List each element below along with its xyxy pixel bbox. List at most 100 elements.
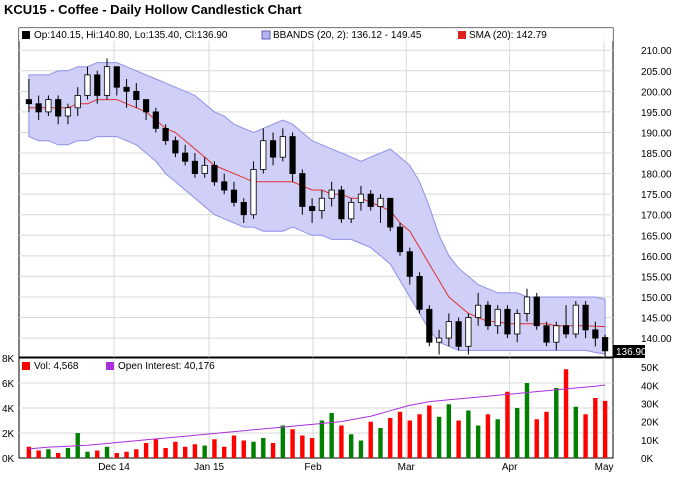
candle-down	[211, 164, 218, 183]
price-tick-label: 165.00	[641, 231, 672, 242]
volume-bar	[46, 449, 51, 458]
volume-gridlines	[19, 358, 613, 458]
volume-top-label: 8K	[2, 354, 15, 365]
candle-up	[84, 74, 91, 96]
volume-bar	[280, 425, 286, 458]
candle-down	[152, 111, 159, 129]
volume-legend: Vol: 4,568 Open Interest: 40,176	[22, 361, 215, 372]
ohlc-legend-text: Op:140.15, Hi:140.80, Lo:135.40, Cl:136.…	[34, 30, 228, 41]
candle-down	[55, 99, 62, 117]
candle-up	[435, 337, 443, 343]
candle-down	[25, 99, 32, 105]
volume-bar	[348, 434, 354, 458]
candle-down	[269, 140, 277, 158]
volume-tick-label: 6K	[2, 379, 15, 390]
price-tick-label: 185.00	[641, 149, 672, 160]
candle-up	[74, 95, 81, 109]
price-tick-label: 175.00	[641, 190, 672, 201]
volume-bar	[456, 420, 461, 458]
volume-bar	[397, 411, 403, 458]
candle-down	[426, 308, 433, 343]
open-interest-tick-label: 0K	[641, 454, 654, 465]
candle-down	[142, 99, 150, 113]
price-tick-label: 170.00	[641, 211, 672, 222]
volume-bar	[134, 449, 139, 458]
volume-bar	[104, 446, 110, 458]
candle-up	[475, 304, 482, 318]
price-tick-label: 180.00	[641, 170, 672, 181]
volume-bar	[241, 440, 246, 458]
candle-up	[45, 99, 52, 113]
price-axis-ticks: 140.00 145.00 150.00 155.00 160.00 165.00 170.…	[641, 46, 672, 345]
price-tick-label: 195.00	[641, 108, 672, 119]
volume-bar	[524, 383, 530, 458]
volume-bar	[339, 425, 344, 458]
candle-down	[191, 160, 199, 174]
volume-bar	[309, 438, 315, 458]
last-price-tag: 136.90	[613, 345, 647, 358]
candle-down	[416, 275, 423, 310]
candle-up	[103, 66, 111, 96]
candle-down	[387, 197, 394, 228]
volume-bar	[515, 408, 520, 458]
candle-up	[377, 197, 384, 207]
volume-bar	[182, 446, 188, 458]
price-tick-label: 155.00	[641, 272, 672, 283]
volume-bar	[300, 435, 305, 458]
volume-bar	[358, 440, 364, 458]
candle-down	[182, 152, 189, 162]
candle-down	[396, 226, 404, 253]
volume-bar	[573, 406, 579, 458]
candle-up	[357, 193, 365, 203]
volume-bar	[222, 446, 227, 458]
candle-up	[445, 321, 452, 339]
date-tick-label: Jan 15	[194, 462, 224, 473]
volume-bar	[26, 446, 32, 458]
volume-bars	[26, 369, 608, 458]
sma-legend-text: SMA (20): 142.79	[469, 30, 547, 41]
candle-up	[465, 317, 472, 347]
volume-bar	[95, 450, 100, 458]
price-tick-label: 145.00	[641, 314, 672, 325]
bbands-legend-text: BBANDS (20, 2): 136.12 - 149.45	[273, 30, 422, 41]
volume-bar	[485, 414, 491, 458]
volume-bar	[85, 451, 90, 458]
volume-bar	[417, 414, 422, 458]
open-interest-axis-ticks: 0K 10K 20K 30K 40K 50K	[641, 363, 659, 465]
oi-legend-text: Open Interest: 40,176	[118, 361, 215, 372]
volume-bar	[388, 418, 393, 458]
vol-legend-text: Vol: 4,568	[34, 361, 79, 372]
candle-up	[572, 304, 579, 335]
volume-bar	[261, 438, 266, 458]
volume-tick-label: 4K	[2, 404, 15, 415]
candle-down	[240, 201, 247, 216]
volume-bar	[602, 400, 608, 458]
candle-down	[309, 206, 316, 212]
candle-down	[123, 86, 130, 92]
candle-down	[543, 325, 550, 343]
volume-bar	[378, 428, 383, 458]
candle-down	[406, 251, 413, 277]
candle-down	[562, 325, 570, 335]
candle-down	[35, 103, 42, 113]
candle-up	[279, 136, 286, 158]
volume-bar	[270, 443, 276, 458]
candle-up	[318, 197, 325, 212]
volume-bar	[329, 413, 334, 458]
price-tick-label: 190.00	[641, 128, 672, 139]
volume-bar	[124, 451, 129, 458]
open-interest-tick-label: 40K	[641, 381, 659, 392]
volume-bar	[407, 420, 412, 458]
volume-axis-ticks: 0K 2K 4K 6K	[2, 379, 15, 465]
price-tick-label: 150.00	[641, 293, 672, 304]
volume-bar	[114, 453, 119, 458]
candle-down	[455, 321, 462, 347]
volume-bar	[534, 419, 539, 458]
volume-bar	[427, 405, 432, 458]
bbands-legend-swatch	[261, 30, 271, 40]
volume-bar	[192, 444, 198, 458]
volume-tick-label: 0K	[2, 454, 15, 465]
volume-bar	[554, 388, 559, 458]
price-tick-label: 205.00	[641, 67, 672, 78]
